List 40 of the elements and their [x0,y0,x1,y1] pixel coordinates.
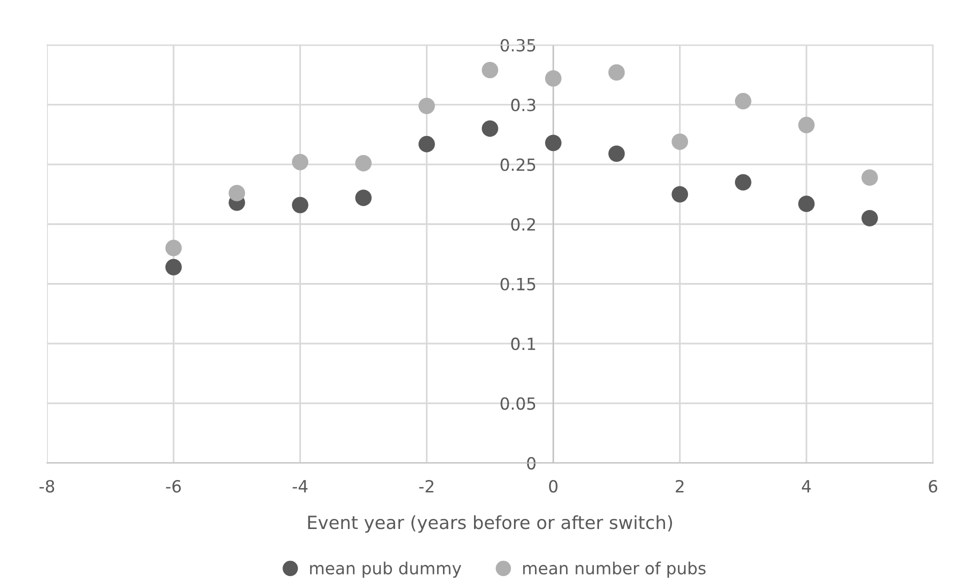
point [608,64,625,81]
y-tick-label: 0.1 [511,338,536,350]
point [418,98,435,114]
point [482,62,498,78]
y-tick-label: 0.25 [500,158,536,171]
x-tick-label: 4 [802,480,811,492]
x-axis-title: Event year (years before or after switch) [308,515,672,533]
y-tick-label: 0.05 [500,397,536,410]
point [608,145,625,162]
x-tick-label: -6 [166,480,181,493]
point [355,190,372,206]
x-tick-label: 6 [928,480,938,493]
point [861,210,878,226]
point [798,116,815,134]
point [672,134,688,150]
point [734,174,752,191]
point [861,169,878,186]
point [355,155,372,172]
y-tick-label: 0.15 [500,278,536,290]
legend-label: mean pub dummy [310,562,462,578]
x-tick-label: 2 [676,480,684,492]
point [482,120,498,137]
point [798,196,815,212]
point [292,196,308,214]
x-tick-label: -4 [292,480,308,492]
point [734,92,752,110]
y-tick-label: 0.2 [511,218,535,231]
point [545,134,562,152]
point [228,184,246,202]
y-tick-label: 0.3 [511,98,536,112]
x-tick-label: -2 [419,480,434,492]
point [165,258,182,276]
point [672,186,688,203]
point [545,70,562,87]
point [292,154,308,170]
point [165,240,182,256]
point [418,136,435,152]
x-tick-label: -8 [40,480,54,493]
x-tick-label: 0 [549,480,558,493]
legend-label: mean number of pubs [523,562,706,578]
